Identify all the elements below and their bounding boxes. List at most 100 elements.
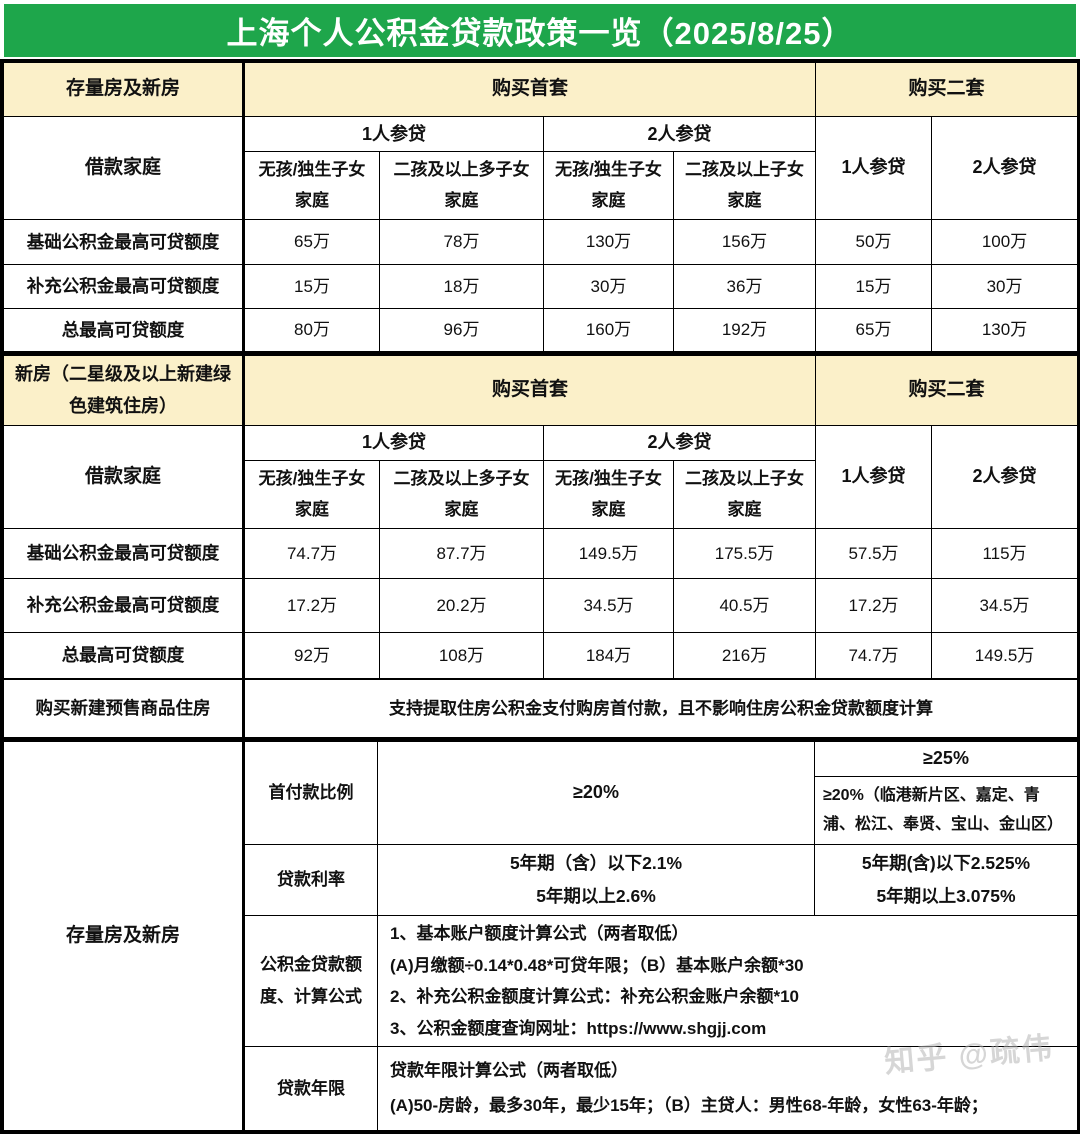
interest-rate-first-home-line2: 5年期以上2.6% [536, 886, 656, 907]
section-a-basic-limit-label: 基础公积金最高可贷额度 [3, 218, 245, 265]
section-a-two-person-header: 2人参贷 [542, 116, 817, 152]
formula-line4: 3、公积金额度查询网址：https://www.shgjj.com [390, 1018, 767, 1038]
formula-line3: 2、补充公积金额度计算公式：补充公积金账户余额*10 [390, 987, 799, 1007]
interest-rate-first-home: 5年期（含）以下2.1% 5年期以上2.6% [377, 843, 815, 917]
section-a-total-limit-value: 96万 [379, 307, 544, 352]
section-a-borrower-label: 借款家庭 [3, 116, 245, 220]
section-b-supplement-limit-value: 34.5万 [931, 577, 1079, 633]
formula-line1: 1、基本账户额度计算公式（两者取低） [390, 924, 689, 944]
section-b-one-person-header: 1人参贷 [243, 424, 544, 461]
down-payment-first-home: ≥20% [377, 740, 815, 845]
presale-value: 支持提取住房公积金支付购房首付款，且不影响住房公积金贷款额度计算 [243, 678, 1078, 738]
section-b-basic-limit-value: 57.5万 [815, 527, 933, 579]
table-row: 总最高可贷额度 80万 96万 160万 192万 65万 130万 [3, 307, 1079, 352]
section-b-supplement-limit-value: 40.5万 [672, 577, 817, 633]
formula-label: 公积金贷款额度、计算公式 [243, 915, 378, 1048]
table-row: 补充公积金最高可贷额度 15万 18万 30万 36万 15万 30万 [3, 263, 1079, 309]
section-b-subheader-3: 无孩/独生子女家庭 [543, 459, 674, 529]
section-b-supplement-limit-value: 34.5万 [543, 577, 674, 633]
interest-rate-second-home-line2: 5年期以上3.075% [876, 886, 1016, 907]
section-a-total-limit-label: 总最高可贷额度 [3, 307, 245, 352]
section-a-second-two-person-header: 2人参贷 [931, 116, 1079, 220]
section-a-supplement-limit-value: 36万 [672, 263, 817, 309]
section-b-total-limit-value: 74.7万 [815, 631, 933, 679]
section-a-total-limit-value: 80万 [243, 307, 380, 352]
section-a-first-home-header: 购买首套 [242, 62, 817, 117]
bottom-row-label: 存量房及新房 [3, 740, 245, 1132]
loan-term-line1: 贷款年限计算公式（两者取低） [390, 1060, 628, 1080]
section-a-one-person-header: 1人参贷 [243, 116, 544, 152]
section-b-second-home-header: 购买二套 [815, 354, 1079, 426]
section-b-supplement-limit-value: 20.2万 [379, 577, 544, 633]
section-a-row-label: 存量房及新房 [3, 62, 245, 117]
section-a-subheader-2: 二孩及以上多子女家庭 [379, 151, 544, 220]
section-b-total-limit-value: 108万 [379, 631, 544, 679]
section-a-total-limit-value: 130万 [931, 307, 1079, 352]
section-a-total-limit-value: 192万 [672, 307, 817, 352]
section-b-supplement-limit-value: 17.2万 [815, 577, 933, 633]
section-b-basic-limit-label: 基础公积金最高可贷额度 [3, 527, 245, 579]
section-a-supplement-limit-value: 15万 [243, 263, 380, 309]
loan-term-label: 贷款年限 [243, 1046, 378, 1132]
section-b-subheader-2: 二孩及以上多子女家庭 [379, 459, 544, 529]
section-a-subheader-3: 无孩/独生子女家庭 [543, 151, 674, 220]
section-b-basic-limit-value: 149.5万 [543, 527, 674, 579]
table-row: 基础公积金最高可贷额度 65万 78万 130万 156万 50万 100万 [3, 218, 1079, 265]
section-a-basic-limit-value: 100万 [931, 218, 1079, 265]
section-b-basic-limit-value: 87.7万 [379, 527, 544, 579]
section-b-subheader-1: 无孩/独生子女家庭 [243, 459, 380, 529]
section-a-supplement-limit-value: 15万 [815, 263, 933, 309]
section-b-first-home-header: 购买首套 [242, 354, 817, 426]
section-a-supplement-limit-value: 18万 [379, 263, 544, 309]
section-b-supplement-limit-label: 补充公积金最高可贷额度 [3, 577, 245, 633]
section-b-basic-limit-value: 175.5万 [672, 527, 817, 579]
bottom-table: 存量房及新房 首付款比例 ≥20% ≥25% ≥20%（临港新片区、嘉定、青浦、… [3, 740, 1078, 1132]
section-b-second-two-person-header: 2人参贷 [931, 424, 1079, 529]
section-b-row-label: 新房（二星级及以上新建绿色建筑住房） [3, 354, 245, 426]
section-a-subheader-1: 无孩/独生子女家庭 [243, 151, 380, 220]
section-a-supplement-limit-value: 30万 [931, 263, 1079, 309]
section-a-supplement-limit-label: 补充公积金最高可贷额度 [3, 263, 245, 309]
section-a-basic-limit-value: 78万 [379, 218, 544, 265]
section-b-two-person-header: 2人参贷 [542, 424, 817, 461]
section-a-second-one-person-header: 1人参贷 [815, 116, 933, 220]
section-b-basic-limit-value: 115万 [931, 527, 1079, 579]
table-row: 总最高可贷额度 92万 108万 184万 216万 74.7万 149.5万 [3, 631, 1079, 679]
formula-line2: (A)月缴额÷0.14*0.48*可贷年限；（B）基本账户余额*30 [390, 955, 804, 975]
section-b-total-limit-value: 184万 [543, 631, 674, 679]
section-a-supplement-limit-value: 30万 [543, 263, 674, 309]
interest-rate-second-home-line1: 5年期(含)以下2.525% [861, 852, 1031, 873]
section-b-total-limit-label: 总最高可贷额度 [3, 631, 245, 679]
policy-table: 存量房及新房 购买首套 购买二套 借款家庭 1人参贷 2人参贷 1人参贷 2人参… [0, 59, 1080, 1134]
table-row: 补充公积金最高可贷额度 17.2万 20.2万 34.5万 40.5万 17.2… [3, 577, 1079, 633]
section-b-total-limit-value: 216万 [672, 631, 817, 679]
section-b-total-limit-value: 149.5万 [931, 631, 1079, 679]
section-b-borrower-label: 借款家庭 [3, 424, 245, 529]
section-a-basic-limit-value: 50万 [815, 218, 933, 265]
section-b-second-one-person-header: 1人参贷 [815, 424, 933, 529]
section-b-supplement-limit-value: 17.2万 [243, 577, 380, 633]
loan-term-content: 贷款年限计算公式（两者取低） (A)50-房龄，最多30年，最少15年；（B）主… [377, 1046, 1078, 1132]
table-row: 购买新建预售商品住房 支持提取住房公积金支付购房首付款，且不影响住房公积金贷款额… [3, 678, 1078, 738]
interest-rate-first-home-line1: 5年期（含）以下2.1% [509, 852, 683, 873]
down-payment-label: 首付款比例 [243, 740, 378, 845]
section-b-basic-limit-value: 74.7万 [243, 527, 380, 579]
section-a-total-limit-value: 160万 [543, 307, 674, 352]
section-a-subheader-4: 二孩及以上子女家庭 [672, 151, 817, 220]
section-a-basic-limit-value: 65万 [243, 218, 380, 265]
section-divider [3, 351, 1077, 355]
section-divider [3, 737, 1077, 741]
presale-table: 购买新建预售商品住房 支持提取住房公积金支付购房首付款，且不影响住房公积金贷款额… [3, 678, 1078, 738]
interest-rate-label: 贷款利率 [243, 843, 378, 917]
section-a-second-home-header: 购买二套 [815, 62, 1079, 117]
section-b-subheader-4: 二孩及以上子女家庭 [672, 459, 817, 529]
interest-rate-second-home: 5年期(含)以下2.525% 5年期以上3.075% [814, 843, 1078, 917]
formula-content: 1、基本账户额度计算公式（两者取低） (A)月缴额÷0.14*0.48*可贷年限… [377, 915, 1078, 1048]
down-payment-second-home-note: ≥20%（临港新片区、嘉定、青浦、松江、奉贤、宝山、金山区） [814, 775, 1078, 845]
page-title: 上海个人公积金贷款政策一览（2025/8/25） [4, 4, 1076, 57]
section-a-basic-limit-value: 130万 [543, 218, 674, 265]
section-a-table: 存量房及新房 购买首套 购买二套 借款家庭 1人参贷 2人参贷 1人参贷 2人参… [3, 62, 1079, 352]
down-payment-second-home-base: ≥25% [814, 740, 1078, 777]
section-a-basic-limit-value: 156万 [672, 218, 817, 265]
section-b-total-limit-value: 92万 [243, 631, 380, 679]
